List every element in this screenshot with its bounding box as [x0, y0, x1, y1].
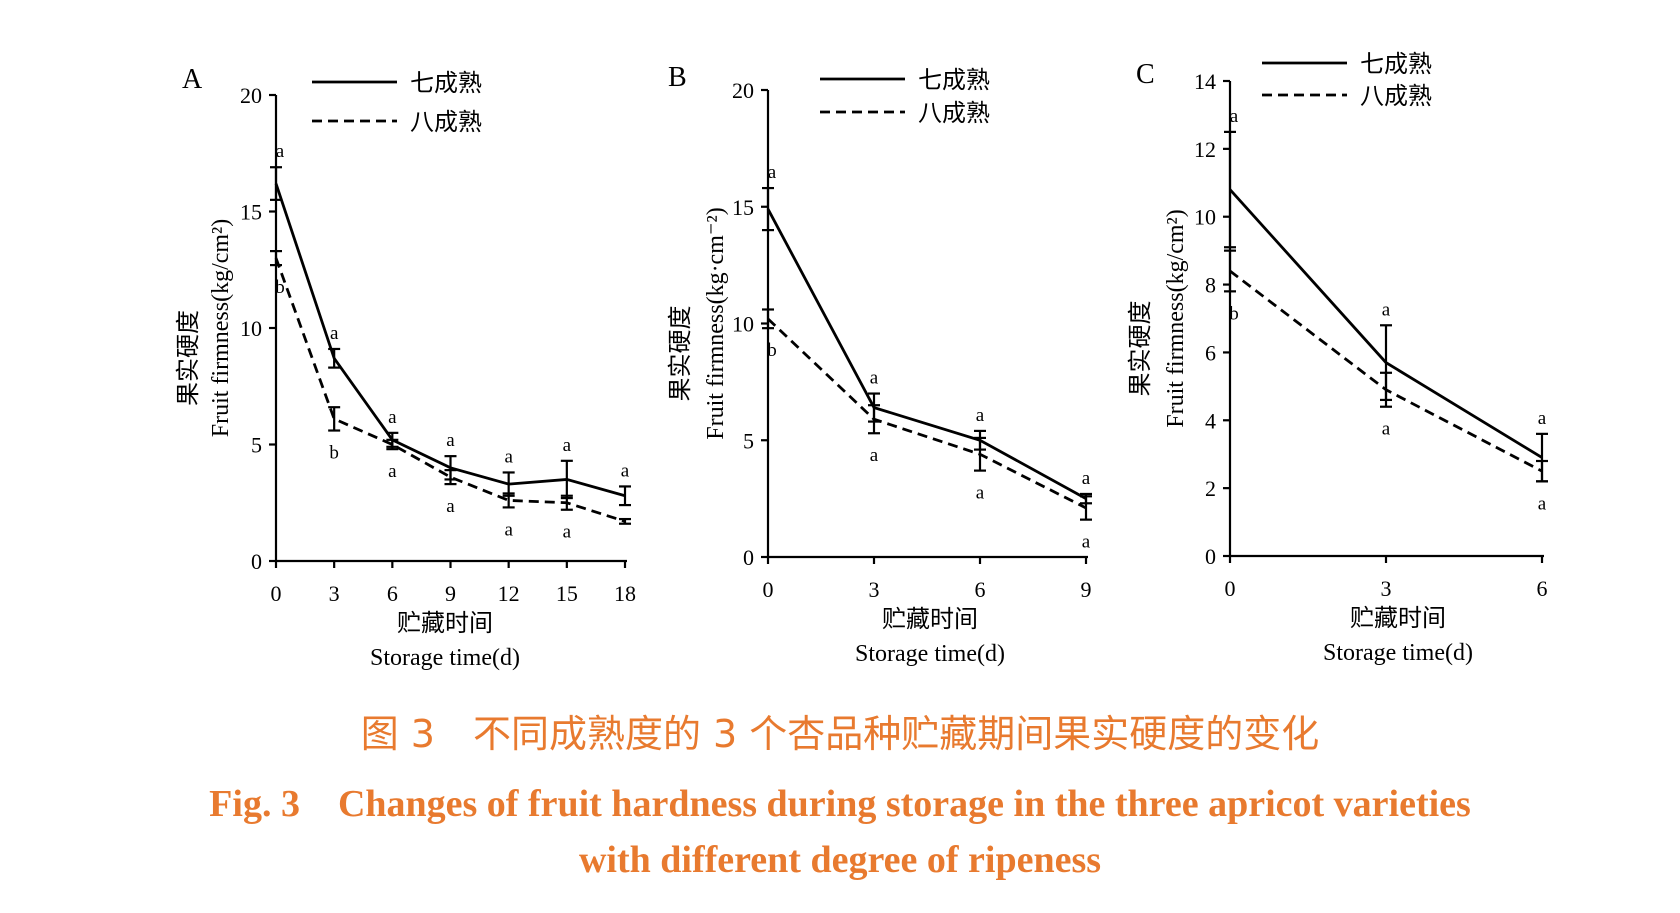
- x-axis-title-en: Storage time(d): [1323, 640, 1473, 666]
- significance-label: a: [446, 430, 455, 451]
- y-axis-title-en: Fruit firmness(kg·cm⁻²): [703, 207, 729, 440]
- significance-label: a: [1538, 493, 1547, 514]
- significance-label: a: [446, 496, 455, 517]
- y-tick-label: 15: [240, 200, 262, 225]
- y-tick-label: 14: [1194, 69, 1216, 94]
- significance-label: a: [976, 483, 985, 504]
- caption-chinese: 图 3 不同成熟度的 3 个杏品种贮藏期间果实硬度的变化: [360, 712, 1320, 756]
- y-axis-title-cn: 果实硬度: [666, 306, 694, 402]
- significance-label: a: [1382, 419, 1391, 440]
- significance-label: a: [388, 461, 397, 482]
- panel-letter: A: [182, 64, 203, 95]
- caption-english-line-1: Fig. 3 Changes of fruit hardness during …: [209, 783, 1471, 825]
- x-axis-title-en: Storage time(d): [370, 645, 520, 671]
- significance-label: a: [563, 522, 572, 543]
- y-tick-label: 10: [240, 316, 262, 341]
- caption-english-line-2: with different degree of ripeness: [578, 839, 1102, 881]
- x-tick-label: 6: [1537, 576, 1548, 601]
- y-tick-label: 20: [732, 78, 754, 103]
- significance-label: b: [275, 277, 285, 298]
- significance-label: a: [621, 460, 630, 481]
- y-tick-label: 5: [743, 428, 754, 453]
- x-tick-label: 3: [869, 577, 880, 602]
- y-axis-title-cn: 果实硬度: [174, 310, 202, 406]
- legend-label-series-2: 八成熟: [918, 100, 990, 127]
- panel-letter: B: [668, 62, 687, 93]
- x-axis-title-en: Storage time(d): [855, 641, 1005, 667]
- y-tick-label: 15: [732, 195, 754, 220]
- legend-label-series-1: 七成熟: [410, 70, 482, 97]
- series-line-1: [766, 208, 1087, 500]
- significance-label: a: [1082, 468, 1091, 489]
- x-axis-title-cn: 贮藏时间: [1350, 604, 1446, 632]
- y-tick-label: 4: [1205, 408, 1216, 433]
- series-line-2: [767, 317, 1087, 510]
- x-tick-label: 0: [271, 581, 282, 606]
- significance-label: a: [1230, 106, 1239, 127]
- y-tick-label: 12: [1194, 137, 1216, 162]
- significance-label: a: [1382, 299, 1391, 320]
- y-tick-label: 0: [251, 549, 262, 574]
- x-tick-label: 3: [1381, 576, 1392, 601]
- y-tick-label: 6: [1205, 340, 1216, 365]
- x-tick-label: 6: [387, 581, 398, 606]
- significance-label: b: [767, 340, 777, 361]
- x-axis-title-cn: 贮藏时间: [397, 609, 493, 637]
- significance-label: a: [330, 323, 339, 344]
- y-axis-title-cn: 果实硬度: [1126, 301, 1154, 397]
- y-tick-label: 2: [1205, 476, 1216, 501]
- significance-label: a: [388, 407, 397, 428]
- y-axis-title-en: Fruit firmness(kg/cm²): [208, 219, 234, 438]
- legend-label-series-2: 八成熟: [1360, 83, 1432, 110]
- y-tick-label: 0: [743, 545, 754, 570]
- x-tick-label: 0: [763, 577, 774, 602]
- x-tick-label: 3: [329, 581, 340, 606]
- y-tick-label: 5: [251, 433, 262, 458]
- y-tick-label: 10: [732, 312, 754, 337]
- y-tick-label: 20: [240, 83, 262, 108]
- x-tick-label: 6: [975, 577, 986, 602]
- y-axis-title-en: Fruit firmness(kg/cm²): [1163, 209, 1189, 428]
- significance-label: a: [276, 141, 285, 162]
- significance-label: a: [768, 162, 777, 183]
- significance-label: a: [870, 368, 879, 389]
- x-axis-title-cn: 贮藏时间: [882, 605, 978, 633]
- significance-label: a: [504, 446, 513, 467]
- significance-label: b: [1229, 303, 1239, 324]
- x-tick-label: 18: [614, 581, 636, 606]
- y-tick-label: 0: [1205, 544, 1216, 569]
- significance-label: a: [870, 445, 879, 466]
- legend-label-series-1: 七成熟: [1360, 51, 1432, 78]
- series-line-1: [1228, 188, 1543, 459]
- significance-label: a: [1538, 408, 1547, 429]
- x-tick-label: 15: [556, 581, 578, 606]
- x-tick-label: 9: [445, 581, 456, 606]
- significance-label: a: [563, 435, 572, 456]
- significance-label: a: [504, 519, 513, 540]
- significance-label: a: [976, 405, 985, 426]
- x-tick-label: 9: [1081, 577, 1092, 602]
- y-tick-label: 10: [1194, 205, 1216, 230]
- x-tick-label: 0: [1225, 576, 1236, 601]
- panel-letter: C: [1136, 59, 1155, 90]
- legend-label-series-2: 八成熟: [410, 109, 482, 136]
- legend-label-series-1: 七成熟: [918, 67, 990, 94]
- x-tick-label: 12: [498, 581, 520, 606]
- y-tick-label: 8: [1205, 273, 1216, 298]
- significance-label: b: [329, 443, 339, 464]
- significance-label: a: [1082, 532, 1091, 553]
